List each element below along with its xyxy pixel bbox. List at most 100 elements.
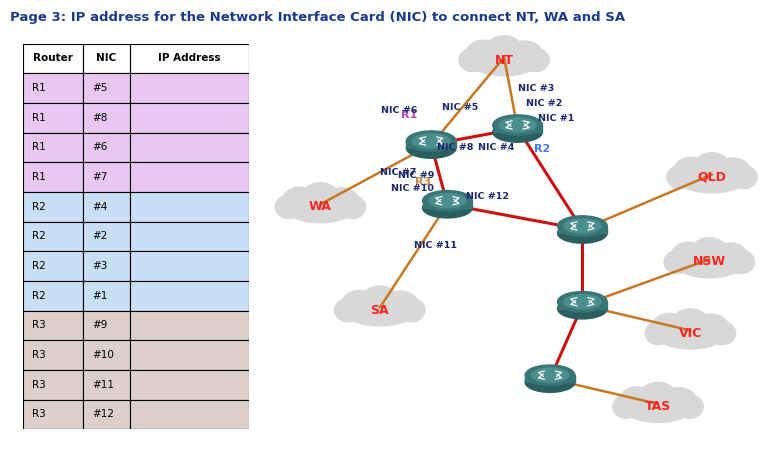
Text: NT: NT: [495, 54, 513, 67]
Text: #3: #3: [92, 261, 107, 271]
Ellipse shape: [558, 291, 607, 312]
Text: VIC: VIC: [679, 327, 702, 340]
Text: R1: R1: [401, 110, 417, 120]
Ellipse shape: [275, 195, 302, 218]
Bar: [23, 370, 83, 399]
Text: #8: #8: [92, 113, 107, 123]
Ellipse shape: [493, 115, 542, 135]
Ellipse shape: [522, 48, 549, 72]
Ellipse shape: [406, 131, 456, 151]
Bar: [23, 133, 83, 162]
Ellipse shape: [673, 157, 709, 186]
Text: NIC #6: NIC #6: [381, 106, 417, 115]
Ellipse shape: [639, 382, 677, 413]
Ellipse shape: [423, 190, 472, 211]
Ellipse shape: [558, 223, 607, 243]
Text: R3: R3: [32, 350, 46, 360]
Ellipse shape: [429, 194, 466, 208]
Text: NIC #1: NIC #1: [538, 113, 574, 123]
Ellipse shape: [525, 372, 574, 392]
Text: R1: R1: [32, 83, 46, 93]
Ellipse shape: [507, 41, 542, 68]
Polygon shape: [558, 302, 607, 309]
Bar: [23, 162, 83, 192]
Ellipse shape: [728, 250, 755, 274]
Ellipse shape: [532, 368, 568, 382]
Bar: [23, 222, 83, 251]
Bar: [83, 311, 130, 340]
Text: NIC #2: NIC #2: [525, 99, 562, 108]
Ellipse shape: [693, 153, 731, 184]
Text: R3: R3: [32, 409, 46, 420]
Text: #4: #4: [92, 202, 107, 212]
Ellipse shape: [324, 188, 359, 215]
Bar: [23, 251, 83, 281]
Bar: [83, 222, 130, 251]
Text: R2: R2: [32, 291, 46, 301]
Text: R3: R3: [32, 380, 46, 390]
Bar: [23, 399, 83, 429]
Polygon shape: [525, 375, 574, 382]
Ellipse shape: [690, 238, 728, 269]
Ellipse shape: [558, 216, 607, 236]
Ellipse shape: [676, 161, 748, 193]
Bar: [130, 73, 249, 103]
Text: NIC #11: NIC #11: [414, 241, 457, 250]
Ellipse shape: [672, 309, 709, 340]
Ellipse shape: [694, 314, 729, 341]
Text: R1: R1: [32, 172, 46, 182]
Text: R1: R1: [32, 113, 46, 123]
Text: NSW: NSW: [692, 256, 726, 269]
Ellipse shape: [564, 219, 601, 233]
Bar: [83, 103, 130, 133]
Ellipse shape: [342, 291, 377, 319]
Text: NIC #10: NIC #10: [391, 184, 434, 193]
Ellipse shape: [645, 321, 672, 345]
Bar: [83, 162, 130, 192]
Bar: [130, 251, 249, 281]
Text: R2: R2: [32, 261, 46, 271]
Ellipse shape: [712, 243, 748, 270]
Ellipse shape: [493, 122, 542, 142]
Bar: [130, 192, 249, 222]
Text: R3: R3: [415, 177, 431, 187]
Polygon shape: [423, 201, 472, 208]
Ellipse shape: [731, 165, 758, 189]
Bar: [83, 192, 130, 222]
Ellipse shape: [666, 165, 693, 189]
Ellipse shape: [558, 299, 607, 319]
Text: #2: #2: [92, 231, 107, 241]
Ellipse shape: [613, 395, 640, 418]
Polygon shape: [558, 226, 607, 233]
Text: R2: R2: [32, 202, 46, 212]
Polygon shape: [493, 125, 542, 132]
Ellipse shape: [361, 286, 399, 317]
Ellipse shape: [466, 40, 501, 69]
Ellipse shape: [655, 317, 726, 349]
Text: #5: #5: [92, 83, 107, 93]
Bar: [130, 103, 249, 133]
Ellipse shape: [676, 395, 703, 418]
Bar: [130, 44, 249, 73]
Text: QLD: QLD: [698, 171, 726, 184]
Bar: [130, 311, 249, 340]
Bar: [23, 103, 83, 133]
Ellipse shape: [652, 313, 687, 342]
Text: R2: R2: [534, 144, 550, 154]
Text: #7: #7: [92, 172, 107, 182]
Ellipse shape: [620, 387, 655, 416]
Bar: [130, 370, 249, 399]
Bar: [23, 281, 83, 311]
Bar: [23, 311, 83, 340]
Ellipse shape: [423, 198, 472, 218]
Ellipse shape: [302, 183, 339, 213]
Bar: [83, 251, 130, 281]
Text: #11: #11: [92, 380, 114, 390]
Ellipse shape: [709, 321, 735, 345]
Text: Page 3: IP address for the Network Interface Card (NIC) to connect NT, WA and SA: Page 3: IP address for the Network Inter…: [10, 11, 625, 24]
Ellipse shape: [525, 365, 574, 385]
Ellipse shape: [344, 294, 415, 326]
Text: Router: Router: [33, 53, 73, 63]
Bar: [130, 281, 249, 311]
Bar: [23, 192, 83, 222]
